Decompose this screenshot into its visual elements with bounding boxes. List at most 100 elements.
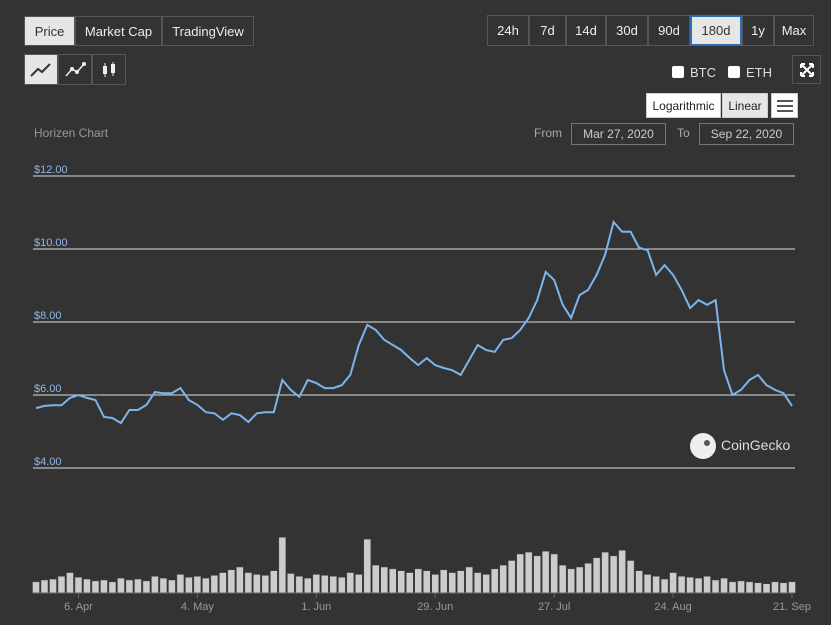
volume-bar xyxy=(669,572,677,594)
range-button[interactable]: 180d xyxy=(690,15,742,46)
y-tick-label: $8.00 xyxy=(34,310,62,322)
volume-bar xyxy=(40,579,49,594)
x-tick-label: 21. Sep xyxy=(773,601,811,613)
volume-bar xyxy=(584,563,592,594)
volume-bar xyxy=(439,569,448,594)
points-icon[interactable] xyxy=(58,54,92,85)
volume-bar xyxy=(227,569,236,594)
volume-bar xyxy=(728,581,737,594)
volume-bar xyxy=(507,560,516,594)
x-tick-label: 29. Jun xyxy=(417,601,453,613)
range-button[interactable]: 24h xyxy=(487,15,529,46)
volume-bar xyxy=(677,576,686,594)
volume-bar xyxy=(779,582,788,594)
volume-bar xyxy=(703,576,711,594)
volume-bar xyxy=(151,576,159,594)
line-icon[interactable] xyxy=(24,54,58,85)
volume-bar xyxy=(270,570,278,594)
checkbox[interactable] xyxy=(728,66,740,78)
volume-bar xyxy=(117,577,125,594)
volume-bar xyxy=(618,550,626,594)
volume-bar xyxy=(100,579,108,594)
volume-bar xyxy=(788,581,796,594)
volume-bar xyxy=(159,577,168,594)
volume-bar xyxy=(431,574,439,594)
volume-bar xyxy=(558,564,567,594)
volume-bar xyxy=(83,578,91,594)
checkbox[interactable] xyxy=(672,66,684,78)
volume-bar xyxy=(185,576,193,594)
tab[interactable]: TradingView xyxy=(162,16,254,46)
volume-bar xyxy=(329,576,338,594)
scale-button[interactable]: Logarithmic xyxy=(646,93,721,118)
volume-bar xyxy=(465,566,473,594)
to-label: To xyxy=(677,126,690,140)
volume-bar xyxy=(32,581,40,594)
range-button[interactable]: 7d xyxy=(529,15,566,46)
volume-bar xyxy=(295,576,304,594)
x-tick-label: 27. Jul xyxy=(538,601,570,613)
volume-bar xyxy=(287,573,295,594)
volume-bar xyxy=(422,570,431,594)
volume-bar xyxy=(448,572,456,594)
volume-bar xyxy=(219,572,227,594)
volume-bar xyxy=(643,574,652,594)
volume-bar xyxy=(193,576,202,594)
y-tick-label: $12.00 xyxy=(34,164,68,176)
check-label: ETH xyxy=(746,65,772,80)
volume-bar xyxy=(541,550,550,594)
volume-bar xyxy=(609,555,618,594)
scale-button[interactable]: Linear xyxy=(722,93,768,118)
volume-bar xyxy=(91,580,100,594)
volume-bar xyxy=(236,566,244,594)
range-button[interactable]: 30d xyxy=(606,15,648,46)
range-button[interactable]: 90d xyxy=(648,15,690,46)
volume-bar xyxy=(592,557,601,594)
volume-bar xyxy=(456,570,465,594)
menu-button[interactable] xyxy=(771,93,798,118)
volume-bar xyxy=(134,578,142,594)
expand-button[interactable] xyxy=(792,55,821,84)
volume-bar xyxy=(168,579,176,594)
volume-bar xyxy=(74,576,83,594)
volume-bar xyxy=(711,579,720,594)
volume-bar xyxy=(533,555,541,594)
volume-bar xyxy=(142,580,151,594)
volume-bar xyxy=(626,560,635,594)
volume-bar xyxy=(261,575,270,594)
volume-bar xyxy=(389,568,397,594)
volume-bar xyxy=(355,574,363,594)
volume-bar xyxy=(202,577,210,594)
volume-bar xyxy=(397,570,406,594)
tab[interactable]: Price xyxy=(24,16,75,46)
volume-bar xyxy=(372,564,380,594)
volume-bar xyxy=(210,575,219,594)
volume-bar xyxy=(499,564,507,594)
volume-bar xyxy=(490,568,499,594)
from-label: From xyxy=(534,126,562,140)
volume-bar xyxy=(550,553,558,594)
volume-bar xyxy=(125,579,134,594)
range-button[interactable]: Max xyxy=(774,15,814,46)
x-tick-label: 24. Aug xyxy=(654,601,691,613)
volume-bar xyxy=(312,574,321,594)
volume-bar xyxy=(720,577,728,594)
range-button[interactable]: 1y xyxy=(742,15,774,46)
candle-icon[interactable] xyxy=(92,54,126,85)
volume-bar xyxy=(57,576,66,594)
y-tick-label: $6.00 xyxy=(34,383,62,395)
volume-bar xyxy=(660,578,669,594)
tab[interactable]: Market Cap xyxy=(75,16,162,46)
volume-bar xyxy=(414,568,422,594)
from-input[interactable]: Mar 27, 2020 xyxy=(571,123,666,145)
volume-bar xyxy=(321,575,329,594)
range-button[interactable]: 14d xyxy=(566,15,606,46)
volume-bar xyxy=(253,574,261,594)
volume-bar xyxy=(108,581,117,594)
logo xyxy=(690,433,716,459)
volume-bar xyxy=(516,553,524,594)
to-input[interactable]: Sep 22, 2020 xyxy=(699,123,794,145)
volume-bar xyxy=(278,537,287,594)
x-tick-label: 6. Apr xyxy=(64,601,93,613)
